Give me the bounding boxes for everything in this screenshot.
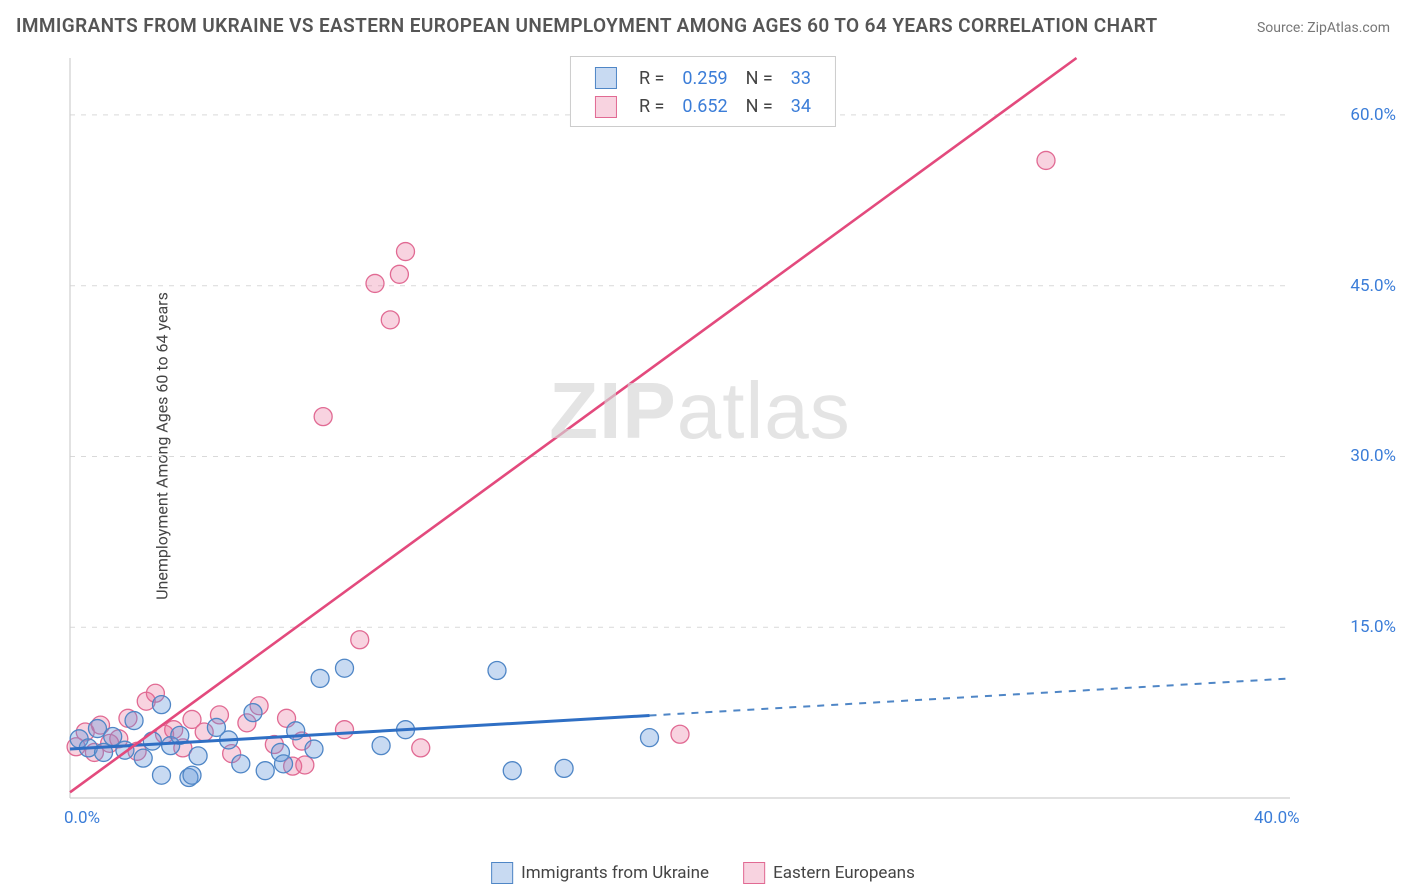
- series-legend: Immigrants from Ukraine Eastern European…: [491, 862, 915, 884]
- r-label: R =: [631, 65, 672, 91]
- legend-label-pink: Eastern Europeans: [773, 863, 915, 883]
- source-attribution: Source: ZipAtlas.com: [1257, 20, 1390, 36]
- r-label: R =: [631, 93, 672, 119]
- r-value-blue: 0.259: [674, 65, 735, 91]
- chart-container: IMMIGRANTS FROM UKRAINE VS EASTERN EUROP…: [0, 0, 1406, 892]
- legend-label-blue: Immigrants from Ukraine: [521, 863, 709, 883]
- legend-swatch-pink: [743, 862, 765, 884]
- r-value-pink: 0.652: [674, 93, 735, 119]
- y-tick-label: 45.0%: [1350, 276, 1396, 296]
- legend-swatch-blue: [491, 862, 513, 884]
- legend-swatch-pink: [595, 96, 617, 118]
- n-label: N =: [738, 65, 781, 91]
- legend-item-blue: Immigrants from Ukraine: [491, 862, 709, 884]
- y-tick-label: 30.0%: [1350, 446, 1396, 466]
- correlation-legend: R = 0.259 N = 33 R = 0.652 N = 34: [570, 56, 836, 127]
- x-tick-label: 40.0%: [1254, 808, 1300, 828]
- legend-item-pink: Eastern Europeans: [743, 862, 915, 884]
- legend-row-blue: R = 0.259 N = 33: [587, 65, 819, 91]
- legend-swatch-blue: [595, 67, 617, 89]
- legend-row-pink: R = 0.652 N = 34: [587, 93, 819, 119]
- x-tick-label: 0.0%: [64, 808, 100, 828]
- y-tick-label: 60.0%: [1350, 105, 1396, 125]
- chart-title: IMMIGRANTS FROM UKRAINE VS EASTERN EUROP…: [16, 14, 1158, 37]
- scatter-plot-svg: [50, 48, 1350, 838]
- n-value-pink: 34: [783, 93, 819, 119]
- y-tick-label: 15.0%: [1350, 617, 1396, 637]
- n-label: N =: [738, 93, 781, 119]
- title-bar: IMMIGRANTS FROM UKRAINE VS EASTERN EUROP…: [16, 14, 1390, 37]
- n-value-blue: 33: [783, 65, 819, 91]
- plot-area: ZIPatlas: [50, 48, 1350, 838]
